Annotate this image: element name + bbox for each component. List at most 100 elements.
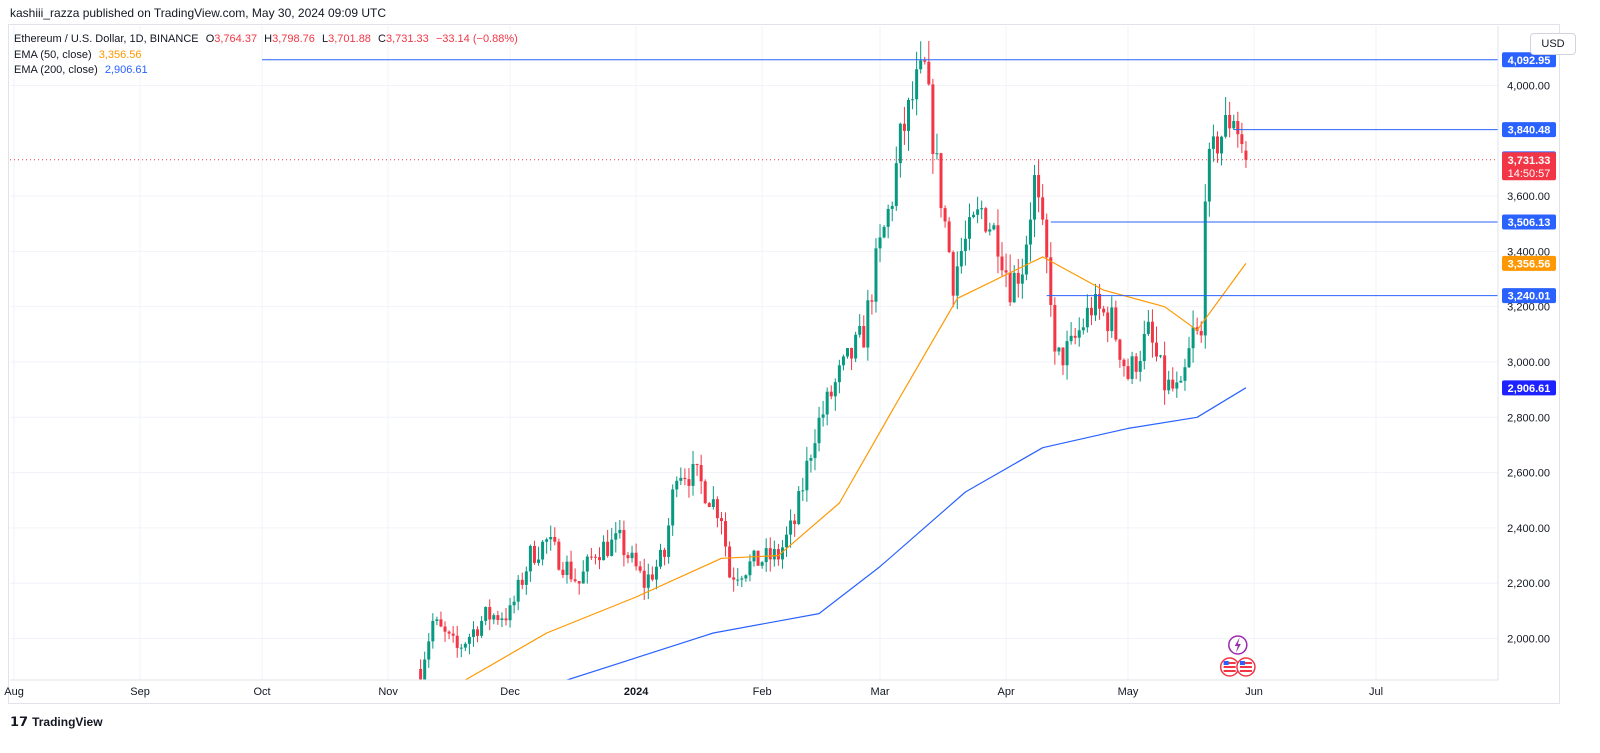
footer-brand[interactable]: 𝟭𝟳 TradingView: [10, 714, 103, 730]
candle-body: [1187, 348, 1191, 368]
candle-body: [1122, 359, 1126, 367]
candle-body: [756, 550, 760, 566]
legend-symbol: Ethereum / U.S. Dollar, 1D, BINANCE: [14, 33, 199, 45]
candle-body: [736, 579, 740, 581]
candle-body: [1146, 321, 1150, 335]
lightning-icon-glyph: [1234, 637, 1241, 653]
candle-body: [1199, 330, 1203, 336]
candle-body: [902, 123, 906, 131]
ema200-line: [566, 387, 1247, 680]
candle-body: [1049, 257, 1053, 305]
candle-body: [480, 620, 484, 636]
level-price-label-bg: [1502, 214, 1556, 230]
candle-body: [972, 214, 976, 218]
candle-body: [829, 391, 833, 397]
candle-body: [675, 480, 679, 490]
y-tick-label: 2,600.00: [1507, 468, 1550, 480]
candle-body: [593, 556, 597, 558]
candle-body: [947, 221, 951, 253]
x-tick-label: Sep: [130, 686, 150, 698]
candle-body: [797, 491, 801, 525]
candle-body: [459, 647, 463, 649]
candle-body: [785, 534, 789, 548]
candle-body: [638, 566, 642, 571]
candle-body: [492, 615, 496, 620]
legend-ema50-row[interactable]: EMA (50, close) 3,356.56: [14, 49, 142, 61]
candle-body: [451, 633, 455, 636]
candle-body: [1114, 307, 1118, 340]
x-tick-label: May: [1118, 686, 1139, 698]
candle-body: [951, 252, 955, 296]
candle-body: [1065, 341, 1069, 366]
legend-change: −33.14 (−0.88%): [435, 33, 518, 45]
candle-body: [1142, 334, 1146, 362]
candle-body: [618, 529, 622, 534]
candle-body: [992, 225, 996, 230]
candle-body: [484, 606, 488, 621]
candle-body: [988, 229, 992, 232]
candle-body: [752, 550, 756, 562]
candle-body: [1224, 114, 1228, 137]
candle-body: [764, 548, 768, 563]
candle-body: [1154, 342, 1158, 357]
currency-button[interactable]: USD: [1530, 33, 1576, 55]
candle-body: [557, 541, 561, 570]
candle-body: [581, 571, 585, 584]
candle-body: [419, 668, 423, 680]
candle-body: [886, 208, 890, 227]
candle-body: [642, 570, 646, 588]
candle-body: [1203, 201, 1207, 336]
candle-body: [646, 574, 650, 588]
candle-body: [1211, 136, 1215, 149]
candle-body: [683, 477, 687, 480]
level-price-label: 3,840.48: [1508, 125, 1551, 137]
candle-body: [439, 619, 443, 627]
candle-body: [671, 489, 675, 526]
candle-body: [1020, 274, 1024, 284]
candle-body: [1033, 175, 1037, 220]
candle-body: [874, 248, 878, 302]
candle-body: [894, 163, 898, 206]
candle-body: [585, 556, 589, 572]
candle-body: [748, 561, 752, 576]
candle-body: [943, 208, 947, 222]
candle-body: [658, 549, 662, 567]
candle-body: [1028, 219, 1032, 245]
candle-body: [728, 546, 732, 578]
candle-body: [768, 548, 772, 560]
candle-body: [1061, 347, 1065, 366]
candle-body: [569, 561, 573, 580]
y-tick-label: 2,200.00: [1507, 578, 1550, 590]
us-flag-stripe: [1223, 666, 1236, 668]
candle-body: [923, 60, 927, 62]
y-tick-label: 3,400.00: [1507, 246, 1550, 258]
candle-body-last: [1244, 150, 1248, 160]
axis-price-label-bg: [1502, 380, 1556, 396]
level-price-label: 3,240.01: [1508, 291, 1551, 303]
candle-body: [532, 545, 536, 563]
candle-body: [565, 561, 569, 576]
candle-body: [1024, 244, 1028, 275]
candle-body: [967, 217, 971, 239]
candle-body: [1228, 114, 1232, 129]
candle-body: [1045, 219, 1049, 258]
legend-ema200-row[interactable]: EMA (200, close) 2,906.61: [14, 64, 148, 76]
legend-close-label: C: [378, 33, 386, 45]
legend-open: 3,764.37: [214, 33, 258, 45]
y-tick-label: 3,000.00: [1507, 357, 1550, 369]
level-price-label-bg: [1502, 288, 1556, 304]
candle-body: [801, 490, 805, 492]
candle-body: [959, 250, 963, 267]
level-price-label: 3,506.13: [1508, 217, 1551, 229]
candle-body: [630, 552, 634, 559]
candle-body: [589, 556, 593, 558]
candle-body: [423, 659, 427, 680]
level-price-label-bg: [1502, 122, 1556, 138]
candle-body: [598, 557, 602, 561]
candle-body: [488, 606, 492, 620]
candle-body: [846, 348, 850, 357]
candle-body: [833, 382, 837, 397]
x-tick-label: Jul: [1369, 686, 1383, 698]
candle-body: [850, 348, 854, 359]
